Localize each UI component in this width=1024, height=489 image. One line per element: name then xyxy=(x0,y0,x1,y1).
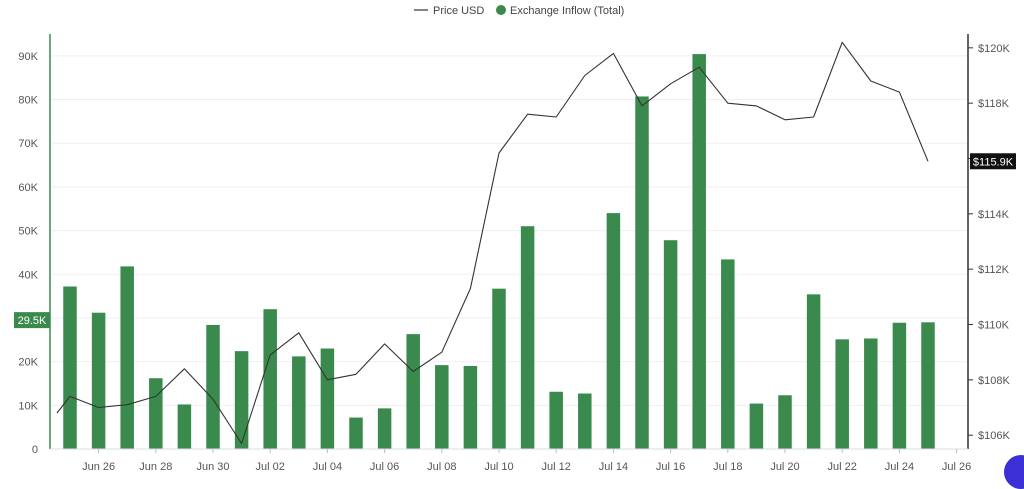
left-tick-label-2: 20K xyxy=(18,357,38,369)
x-tick-label-9: Jul 14 xyxy=(599,461,628,473)
inflow-bar-27 xyxy=(835,339,849,449)
left-tick-label-4: 40K xyxy=(18,269,38,281)
left-tick-label-0: 0 xyxy=(32,444,38,456)
price-line xyxy=(56,41,929,445)
x-tick-label-3: Jul 02 xyxy=(256,461,285,473)
price-line-series xyxy=(56,41,929,445)
right-tick-label-6: $118K xyxy=(978,98,1010,110)
legend: Price USD Exchange Inflow (Total) xyxy=(414,5,624,17)
inflow-bars xyxy=(63,54,935,450)
left-tick-label-6: 60K xyxy=(18,182,38,194)
inflow-bar-23 xyxy=(721,259,735,449)
inflow-bar-14 xyxy=(463,366,478,449)
right-tick-label-0: $106K xyxy=(978,430,1010,442)
right-tick-label-3: $112K xyxy=(978,264,1010,276)
inflow-bar-19 xyxy=(606,213,621,449)
x-tick-label-4: Jul 04 xyxy=(313,461,342,473)
axes xyxy=(49,34,969,450)
legend-price-label: Price USD xyxy=(433,5,484,17)
x-tick-label-15: Jul 26 xyxy=(942,461,971,473)
gridlines xyxy=(50,55,968,406)
inflow-bar-18 xyxy=(578,393,592,449)
right-axis-ticks: $106K$108K$110K$112K$114K$116K$118K$120K xyxy=(968,43,1010,442)
inflow-bar-15 xyxy=(492,288,506,449)
x-tick-label-0: Jun 26 xyxy=(82,461,115,473)
x-tick-label-10: Jul 16 xyxy=(656,461,685,473)
inflow-bar-5 xyxy=(206,324,220,449)
inflow-bar-28 xyxy=(864,338,878,449)
inflow-bar-30 xyxy=(921,322,935,449)
inflow-bar-29 xyxy=(892,322,907,449)
x-axis-ticks: Jun 26 Jun 28 Jun 30 Jul 02 Jul 04 Jul 06 Jul … xyxy=(82,449,971,473)
inflow-bar-8 xyxy=(292,356,306,449)
x-tick-label-13: Jul 22 xyxy=(828,461,857,473)
x-tick-label-11: Jul 18 xyxy=(713,461,742,473)
x-tick-label-12: Jul 20 xyxy=(770,461,799,473)
inflow-bar-24 xyxy=(749,403,764,449)
inflow-bar-11 xyxy=(377,408,392,449)
inflow-bar-0 xyxy=(63,286,77,449)
inflow-bar-6 xyxy=(234,351,249,449)
right-tick-label-1: $108K xyxy=(978,375,1010,387)
x-tick-label-5: Jul 06 xyxy=(370,461,399,473)
inflow-bar-21 xyxy=(663,240,678,449)
left-crosshair-badge xyxy=(14,312,50,329)
inflow-bar-26 xyxy=(806,294,821,449)
inflow-bar-10 xyxy=(349,417,363,449)
inflow-bar-17 xyxy=(549,391,563,449)
inflow-bar-4 xyxy=(177,404,192,449)
x-tick-label-2: Jun 30 xyxy=(196,461,229,473)
left-tick-label-7: 70K xyxy=(18,138,38,150)
inflow-bar-12 xyxy=(406,334,420,449)
x-tick-label-1: Jun 28 xyxy=(139,461,172,473)
inflow-bar-22 xyxy=(692,54,706,450)
left-crosshair-label: 29.5K xyxy=(18,315,47,327)
x-tick-label-7: Jul 10 xyxy=(484,461,513,473)
inflow-bar-2 xyxy=(120,266,134,449)
left-tick-label-5: 50K xyxy=(18,226,38,238)
inflow-bar-7 xyxy=(263,309,277,449)
legend-inflow-label: Exchange Inflow (Total) xyxy=(510,5,624,17)
inflow-bar-13 xyxy=(435,365,449,449)
x-tick-label-6: Jul 08 xyxy=(427,461,456,473)
inflow-bar-25 xyxy=(778,395,792,449)
right-current-price-badge xyxy=(970,153,1016,170)
x-tick-label-14: Jul 24 xyxy=(885,461,914,473)
right-tick-label-2: $110K xyxy=(978,320,1010,332)
inflow-bar-1 xyxy=(91,312,106,449)
inflow-bar-9 xyxy=(320,348,335,449)
right-tick-label-4: $114K xyxy=(978,209,1010,221)
assistant-bubble-icon[interactable] xyxy=(1004,455,1024,489)
legend-inflow-dot-marker xyxy=(496,5,506,15)
right-current-price-label: $115.9K xyxy=(973,156,1014,168)
x-tick-label-8: Jul 12 xyxy=(542,461,571,473)
inflow-bar-16 xyxy=(520,226,535,449)
left-tick-label-1: 10K xyxy=(18,400,38,412)
inflow-bar-20 xyxy=(635,96,649,450)
right-tick-label-7: $120K xyxy=(978,43,1010,55)
axis-badges: 29.5K $115.9K xyxy=(14,153,1016,329)
inflow-bar-3 xyxy=(149,378,163,449)
left-axis-ticks: 010K20K30K40K50K60K70K80K90K xyxy=(18,51,38,456)
left-tick-label-9: 90K xyxy=(18,51,38,63)
chart: Price USD Exchange Inflow (Total) Jun 26… xyxy=(14,5,1016,473)
left-tick-label-8: 80K xyxy=(18,95,38,107)
